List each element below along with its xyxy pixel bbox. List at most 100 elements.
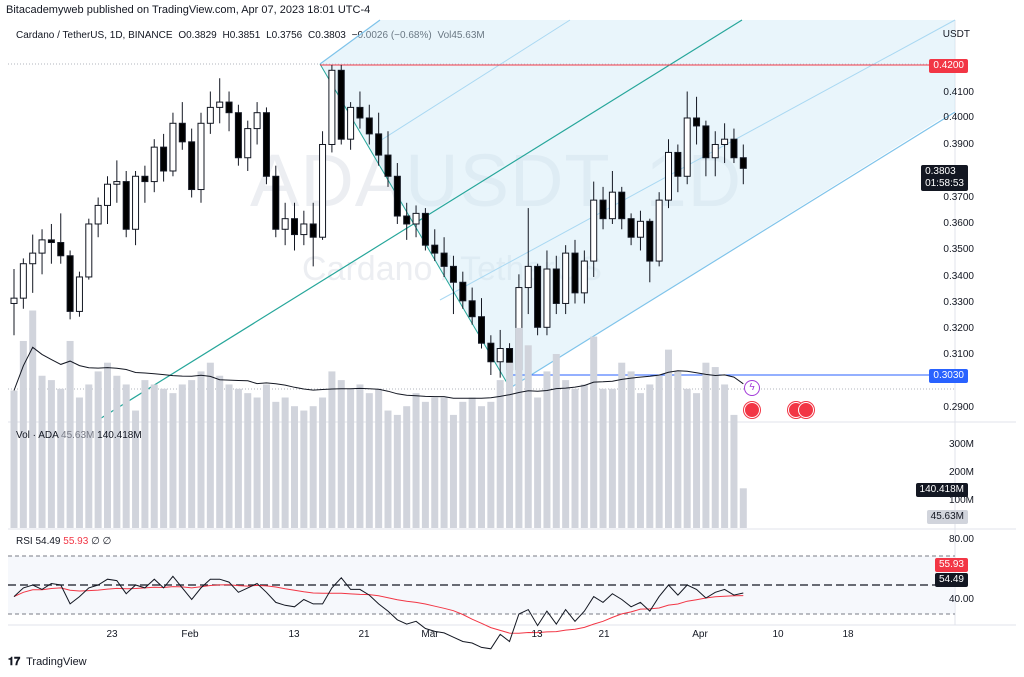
- volume-bar: [384, 410, 392, 528]
- rsi-legend[interactable]: RSI 54.49 55.93 ∅ ∅: [16, 536, 111, 547]
- volume-tag: 45.63M: [926, 510, 968, 524]
- volume-bar: [206, 362, 214, 528]
- us-flag-event-icon[interactable]: [798, 402, 814, 418]
- volume-bar: [636, 393, 644, 528]
- volume-legend[interactable]: Vol · ADA 45.63M 140.418M: [16, 430, 142, 441]
- us-flag-event-icon[interactable]: [744, 402, 760, 418]
- candle-body: [19, 263, 27, 299]
- candle-body: [169, 122, 177, 172]
- candle-body: [57, 242, 65, 257]
- tv-brand-text: TradingView: [26, 656, 87, 668]
- volume-bar: [506, 362, 514, 528]
- volume-bar: [702, 362, 710, 528]
- candle-body: [253, 112, 261, 130]
- volume-bar: [711, 367, 719, 528]
- volume-bar: [75, 397, 83, 528]
- volume-bar: [122, 384, 130, 528]
- last-price-tag: 0.3803 01:58:53: [921, 165, 968, 191]
- candle-body: [244, 128, 252, 159]
- volume-bar: [328, 371, 336, 528]
- axis-currency: USDT: [942, 29, 970, 40]
- candle-body: [337, 69, 345, 140]
- rsi-tag: 54.49: [934, 573, 968, 587]
- price-label: 0.4000: [943, 112, 974, 123]
- volume-bar: [319, 397, 327, 528]
- candle-body: [234, 112, 242, 159]
- volume-bar: [104, 362, 111, 528]
- volume-indicator-name[interactable]: Vol · ADA: [16, 430, 59, 441]
- time-label: 21: [358, 629, 370, 640]
- candle-body: [122, 181, 130, 230]
- symbol-legend[interactable]: Cardano / TetherUS, 1D, BINANCE O0.3829 …: [16, 30, 488, 41]
- published-header: Bitacademyweb published on TradingView.c…: [6, 4, 371, 16]
- volume-axis-label: 200M: [948, 467, 974, 478]
- candle-body: [104, 183, 111, 206]
- volume-bar: [225, 384, 233, 528]
- ohlc-close: C0.3803: [308, 30, 346, 41]
- candle-body: [702, 125, 710, 159]
- volume-bar: [683, 388, 691, 528]
- candle-body: [300, 223, 308, 236]
- symbol-name[interactable]: Cardano / TetherUS, 1D, BINANCE: [16, 30, 173, 41]
- candle-body: [459, 281, 467, 302]
- candle-body: [150, 146, 158, 183]
- pitchfork-channel: [320, 20, 955, 388]
- price-label: 0.3100: [943, 349, 974, 360]
- volume-bar: [47, 380, 55, 528]
- rsi-ma-tag: 55.93: [934, 558, 968, 572]
- candle-body: [309, 223, 317, 238]
- price-label: 0.3400: [943, 271, 974, 282]
- time-label: 18: [842, 629, 854, 640]
- candle-body: [739, 157, 747, 169]
- volume-bar: [29, 310, 37, 528]
- candle-body: [225, 101, 233, 114]
- candle-body: [347, 106, 355, 140]
- volume-bar: [393, 414, 401, 528]
- channel-mid-line-1: [374, 19, 571, 145]
- price-label: 0.2900: [943, 402, 974, 413]
- volume-bar: [262, 384, 270, 528]
- candle-body: [636, 220, 644, 238]
- time-label: 10: [772, 629, 784, 640]
- volume-bar: [665, 349, 672, 528]
- channel-mid-line-2: [439, 19, 956, 301]
- candle-body: [272, 175, 280, 230]
- bar-countdown: 01:58:53: [925, 178, 964, 189]
- volume-bar: [590, 336, 598, 528]
- volume-bar: [291, 406, 298, 528]
- volume-axis-label: 100M: [948, 495, 974, 506]
- candle-body: [646, 220, 654, 262]
- lightning-icon[interactable]: ϟ: [744, 380, 760, 396]
- volume-bar: [721, 384, 729, 528]
- candle-body: [730, 138, 738, 159]
- time-label: Mar: [421, 629, 439, 640]
- volume-bar: [552, 354, 560, 528]
- rsi-indicator-name[interactable]: RSI: [16, 536, 33, 547]
- candle-body: [580, 260, 588, 294]
- volume-bar: [478, 406, 485, 528]
- volume-bar: [38, 375, 46, 528]
- rsi-axis-label: 80.00: [948, 534, 974, 545]
- ohlc-high: H0.3851: [222, 30, 261, 41]
- candle-body: [543, 268, 551, 328]
- volume-bar: [449, 414, 457, 528]
- tradingview-logo[interactable]: 𝟏𝟕 TradingView: [8, 656, 87, 669]
- candle-body: [10, 297, 18, 304]
- candle-body: [94, 204, 102, 225]
- volume-bar: [253, 397, 261, 528]
- volume-bar: [66, 340, 74, 528]
- candle-body: [160, 146, 168, 172]
- volume-bar: [468, 397, 476, 528]
- volume-bar: [85, 384, 93, 528]
- candle-body: [693, 117, 701, 127]
- volume-bar: [141, 380, 149, 528]
- volume-bar: [169, 393, 177, 528]
- volume-bar: [160, 388, 168, 528]
- volume-bar: [421, 401, 429, 528]
- time-label: 21: [598, 629, 610, 640]
- volume-bar: [188, 380, 196, 528]
- candle-body: [75, 276, 83, 312]
- candle-body: [365, 117, 373, 135]
- candle-body: [599, 199, 607, 220]
